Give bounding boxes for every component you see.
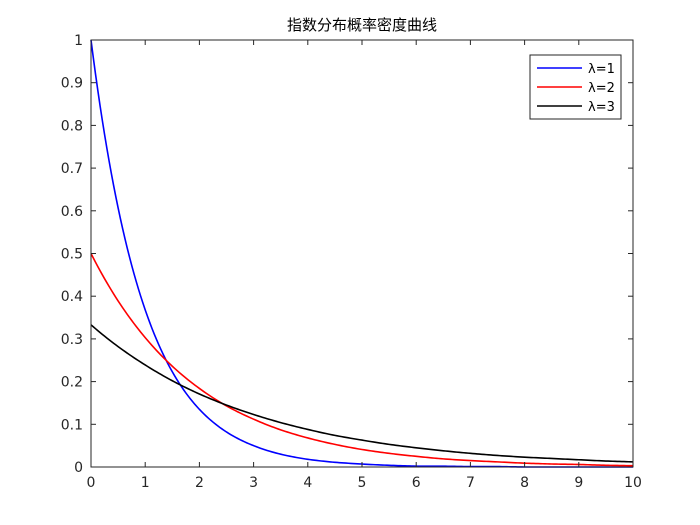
- x-tick-label: 2: [195, 475, 204, 491]
- x-tick-label: 7: [466, 475, 475, 491]
- x-tick-label: 6: [412, 475, 421, 491]
- plot-area: 0 1 2 3 4 5 6 7 8 9 10 0 0.1 0.2 0.3 0.4 0.5 0.6 0.7 0.8 0.9…: [61, 33, 642, 491]
- series-line-2: [90, 253, 634, 467]
- series-line-3: [90, 324, 634, 463]
- x-tick-label: 9: [574, 475, 583, 491]
- y-tick-label: 1: [74, 33, 83, 49]
- y-tick-label: 0.5: [61, 247, 83, 263]
- x-tick-label: 1: [141, 475, 150, 491]
- x-tick-label: 10: [624, 475, 642, 491]
- legend-label: λ=3: [588, 100, 615, 115]
- x-tick-label: 4: [303, 475, 312, 491]
- y-tick-label: 0.9: [61, 76, 83, 92]
- x-tick-label: 0: [87, 475, 96, 491]
- chart-title: 指数分布概率密度曲线: [287, 16, 437, 34]
- x-tick-label: 8: [520, 475, 529, 491]
- y-tick-label: 0.1: [61, 417, 83, 433]
- y-tick-label: 0.7: [61, 161, 83, 177]
- y-tick-label: 0.8: [61, 118, 83, 134]
- legend: λ=1 λ=2 λ=3: [529, 54, 622, 120]
- y-tick-label: 0.6: [61, 204, 83, 220]
- legend-label: λ=1: [588, 62, 615, 77]
- y-tick-label: 0: [74, 460, 83, 476]
- y-tick-label: 0.4: [61, 289, 83, 305]
- x-tick-label: 5: [358, 475, 367, 491]
- x-tick-label: 3: [249, 475, 258, 491]
- legend-label: λ=2: [588, 81, 615, 96]
- y-tick-label: 0.3: [61, 332, 83, 348]
- y-tick-label: 0.2: [61, 375, 83, 391]
